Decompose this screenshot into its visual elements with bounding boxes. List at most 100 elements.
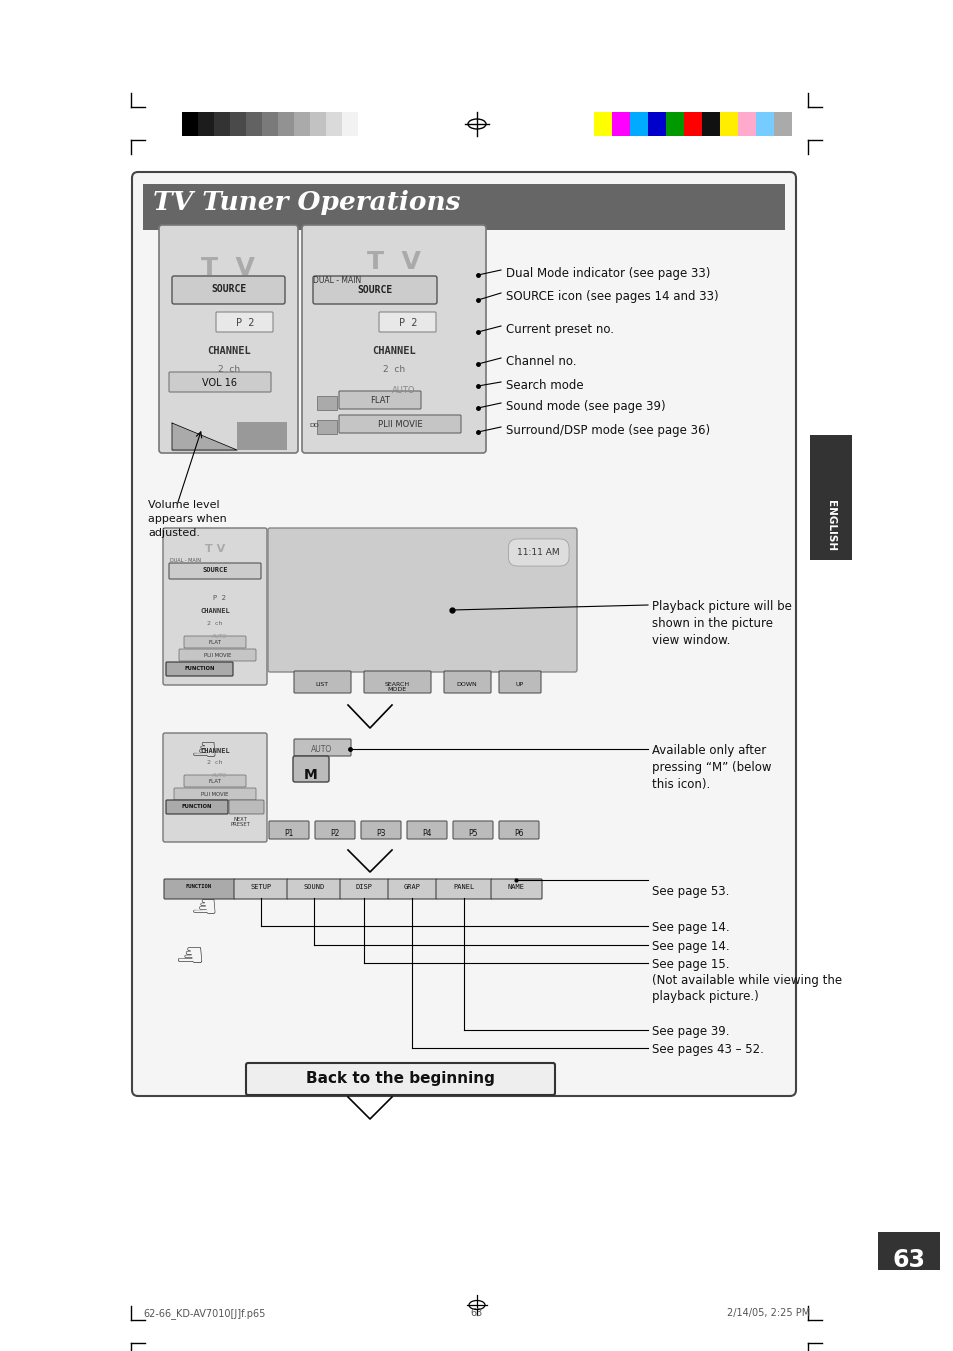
Text: LIST: LIST bbox=[315, 682, 328, 688]
Text: P  2: P 2 bbox=[213, 594, 226, 601]
FancyBboxPatch shape bbox=[339, 880, 389, 898]
FancyBboxPatch shape bbox=[246, 1063, 555, 1096]
Text: DISP: DISP bbox=[355, 884, 372, 890]
Text: CHANNEL: CHANNEL bbox=[200, 748, 230, 754]
Text: See page 15.
(Not available while viewing the
playback picture.): See page 15. (Not available while viewin… bbox=[651, 958, 841, 1002]
Text: PLII MOVIE: PLII MOVIE bbox=[377, 420, 422, 430]
Bar bbox=[198, 112, 213, 136]
Text: Channel no.: Channel no. bbox=[505, 355, 576, 367]
FancyBboxPatch shape bbox=[294, 671, 351, 693]
Bar bbox=[310, 112, 326, 136]
Text: T  V: T V bbox=[201, 255, 254, 280]
Text: FUNCTION: FUNCTION bbox=[182, 804, 212, 809]
Bar bbox=[701, 112, 720, 136]
Text: Back to the beginning: Back to the beginning bbox=[305, 1071, 494, 1086]
Text: FLAT: FLAT bbox=[209, 780, 221, 784]
Text: ☞: ☞ bbox=[186, 888, 213, 917]
FancyBboxPatch shape bbox=[163, 734, 267, 842]
Text: SEARCH
MODE: SEARCH MODE bbox=[384, 682, 409, 693]
Text: AUTO: AUTO bbox=[392, 386, 416, 394]
Bar bbox=[773, 112, 791, 136]
FancyBboxPatch shape bbox=[378, 312, 436, 332]
Text: P2: P2 bbox=[330, 830, 339, 838]
Bar bbox=[809, 435, 851, 561]
FancyBboxPatch shape bbox=[184, 636, 246, 648]
Text: 11:11 AM: 11:11 AM bbox=[517, 549, 559, 557]
Text: Available only after
pressing “M” (below
this icon).: Available only after pressing “M” (below… bbox=[651, 744, 771, 790]
Text: P5: P5 bbox=[468, 830, 477, 838]
FancyBboxPatch shape bbox=[388, 880, 436, 898]
Text: SOURCE icon (see pages 14 and 33): SOURCE icon (see pages 14 and 33) bbox=[505, 290, 718, 303]
FancyBboxPatch shape bbox=[166, 662, 233, 676]
Bar bbox=[665, 112, 683, 136]
Text: P  2: P 2 bbox=[398, 317, 416, 328]
Text: 2  ch: 2 ch bbox=[207, 621, 222, 626]
FancyBboxPatch shape bbox=[268, 528, 577, 671]
FancyBboxPatch shape bbox=[163, 528, 267, 685]
Bar bbox=[213, 112, 230, 136]
Text: M: M bbox=[304, 767, 317, 782]
FancyBboxPatch shape bbox=[233, 880, 288, 898]
Text: CHANNEL: CHANNEL bbox=[372, 346, 416, 357]
Text: T V: T V bbox=[205, 544, 225, 554]
FancyBboxPatch shape bbox=[269, 821, 309, 839]
FancyBboxPatch shape bbox=[293, 757, 329, 782]
Bar bbox=[594, 112, 612, 136]
Text: VOL 16: VOL 16 bbox=[202, 378, 237, 388]
Bar bbox=[612, 112, 629, 136]
FancyBboxPatch shape bbox=[338, 415, 460, 434]
FancyBboxPatch shape bbox=[436, 880, 492, 898]
FancyBboxPatch shape bbox=[443, 671, 491, 693]
Text: Volume level
appears when
adjusted.: Volume level appears when adjusted. bbox=[148, 500, 227, 538]
FancyBboxPatch shape bbox=[166, 800, 228, 815]
Text: See page 53.: See page 53. bbox=[651, 885, 729, 898]
Text: DUAL - MAIN: DUAL - MAIN bbox=[170, 558, 201, 563]
FancyBboxPatch shape bbox=[287, 880, 340, 898]
Text: See page 14.: See page 14. bbox=[651, 921, 729, 934]
Text: DOWN: DOWN bbox=[456, 682, 476, 688]
Bar bbox=[877, 1232, 939, 1270]
Text: AUTO: AUTO bbox=[213, 634, 228, 639]
Text: TV Tuner Operations: TV Tuner Operations bbox=[152, 190, 460, 215]
FancyBboxPatch shape bbox=[491, 880, 541, 898]
Text: DD: DD bbox=[309, 423, 318, 428]
Text: ☞: ☞ bbox=[170, 935, 200, 969]
Bar bbox=[236, 422, 287, 450]
Bar bbox=[341, 112, 357, 136]
FancyBboxPatch shape bbox=[314, 821, 355, 839]
FancyBboxPatch shape bbox=[169, 563, 261, 580]
Text: See page 39.: See page 39. bbox=[651, 1025, 729, 1038]
Text: 63: 63 bbox=[471, 1308, 482, 1319]
FancyBboxPatch shape bbox=[407, 821, 447, 839]
Text: PLII MOVIE: PLII MOVIE bbox=[201, 792, 229, 797]
Text: Current preset no.: Current preset no. bbox=[505, 323, 614, 336]
Text: P1: P1 bbox=[284, 830, 294, 838]
Text: DUAL - MAIN: DUAL - MAIN bbox=[313, 276, 361, 285]
FancyBboxPatch shape bbox=[179, 648, 255, 661]
Text: SOURCE: SOURCE bbox=[357, 285, 393, 295]
FancyBboxPatch shape bbox=[360, 821, 400, 839]
FancyBboxPatch shape bbox=[215, 312, 273, 332]
Text: CHANNEL: CHANNEL bbox=[207, 346, 251, 357]
Text: SOUND: SOUND bbox=[303, 884, 324, 890]
Text: See pages 43 – 52.: See pages 43 – 52. bbox=[651, 1043, 763, 1056]
Text: NAME: NAME bbox=[507, 884, 524, 890]
Bar bbox=[230, 112, 246, 136]
Bar bbox=[262, 112, 277, 136]
Text: AUTO: AUTO bbox=[213, 773, 228, 778]
FancyBboxPatch shape bbox=[364, 671, 431, 693]
Text: FLAT: FLAT bbox=[370, 396, 390, 405]
Bar bbox=[738, 112, 755, 136]
FancyBboxPatch shape bbox=[143, 184, 784, 230]
FancyBboxPatch shape bbox=[132, 172, 795, 1096]
Text: See page 14.: See page 14. bbox=[651, 940, 729, 952]
Bar bbox=[182, 112, 198, 136]
Text: SETUP: SETUP bbox=[250, 884, 272, 890]
Text: 2  ch: 2 ch bbox=[207, 761, 222, 765]
Bar bbox=[316, 420, 336, 434]
Bar bbox=[357, 112, 374, 136]
Text: P  2: P 2 bbox=[235, 317, 254, 328]
Text: P4: P4 bbox=[422, 830, 432, 838]
Polygon shape bbox=[172, 423, 236, 450]
FancyBboxPatch shape bbox=[338, 390, 420, 409]
